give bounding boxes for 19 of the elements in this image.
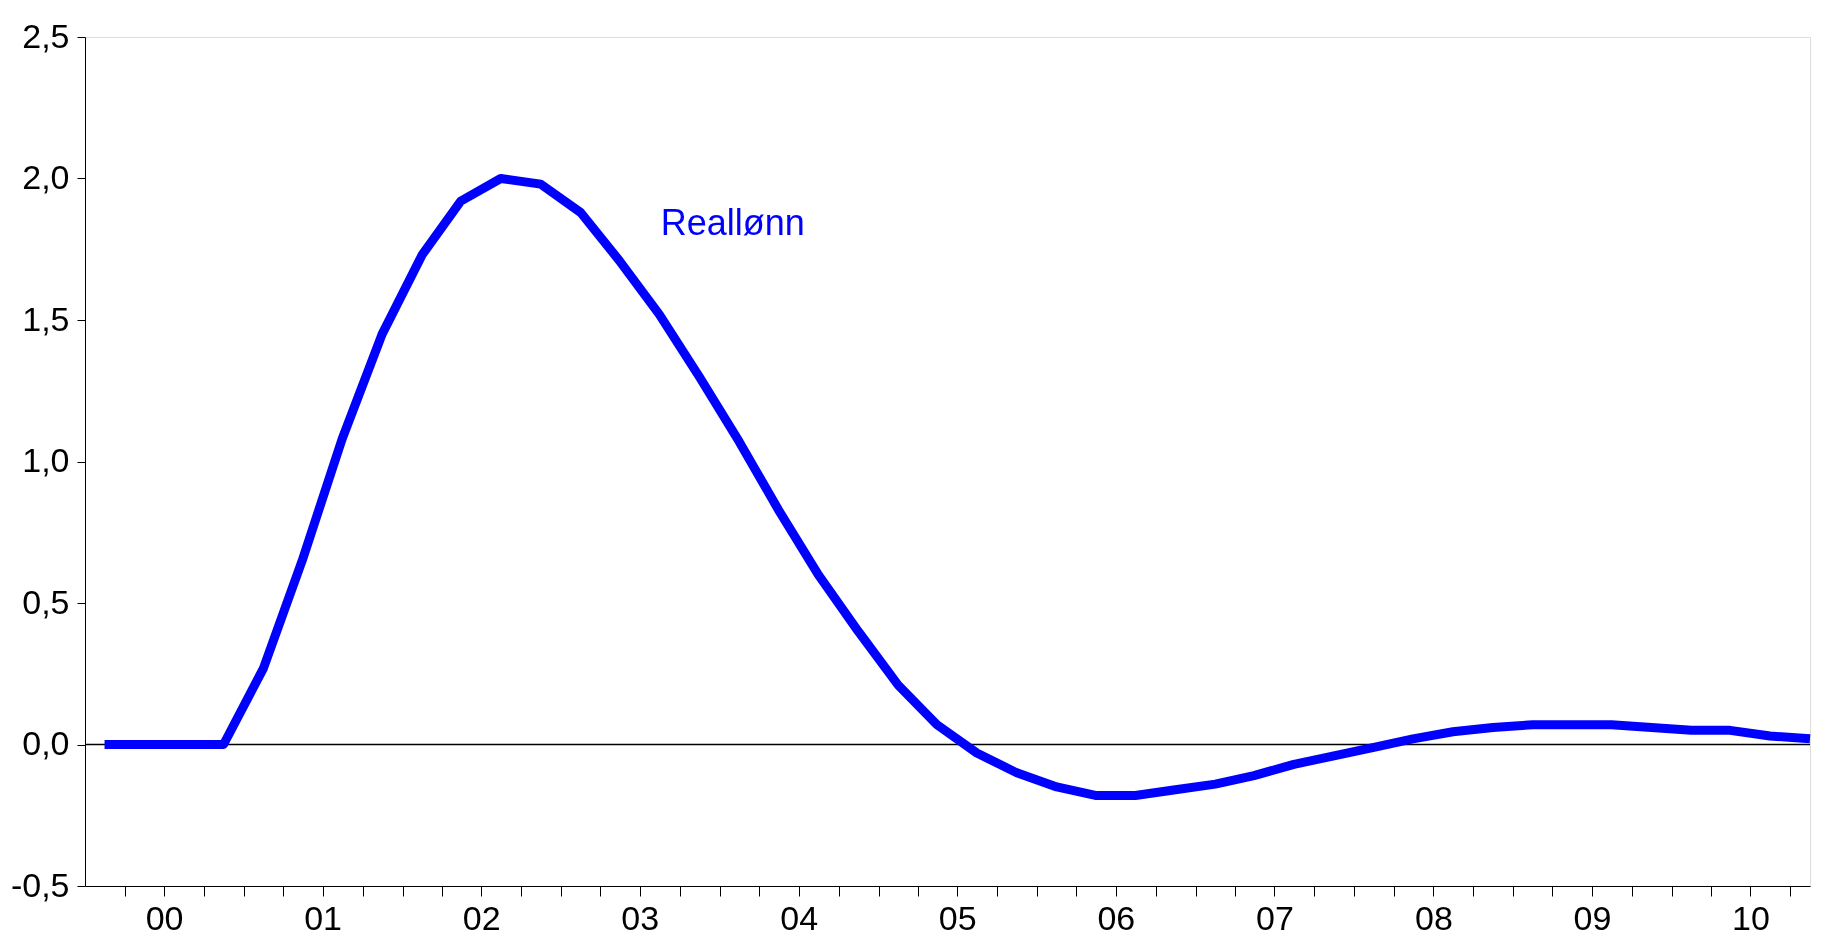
y-tick-label: 0,5 [22, 582, 70, 621]
x-tick-label: 09 [1573, 898, 1612, 937]
y-tick-label: 2,5 [22, 16, 70, 55]
x-tick-label: 07 [1255, 898, 1294, 937]
x-tick-label: 10 [1732, 898, 1770, 937]
x-tick-label: 06 [1097, 898, 1136, 937]
x-tick-label: 01 [304, 898, 343, 937]
x-tick-label: 03 [621, 898, 660, 937]
y-tick-label: -0,5 [10, 865, 70, 904]
x-tick-label: 00 [145, 898, 184, 937]
x-tick-label: 04 [780, 898, 819, 937]
series-label: Reallønn [660, 201, 805, 243]
y-tick-label: 2,0 [22, 158, 70, 196]
x-tick-label: 05 [938, 898, 977, 937]
y-tick-label: 1,5 [22, 299, 70, 338]
x-tick-label: 08 [1414, 898, 1453, 937]
y-tick-label: 1,0 [22, 441, 70, 479]
y-tick-label: 0,0 [22, 724, 70, 762]
x-tick-label: 02 [462, 898, 501, 937]
